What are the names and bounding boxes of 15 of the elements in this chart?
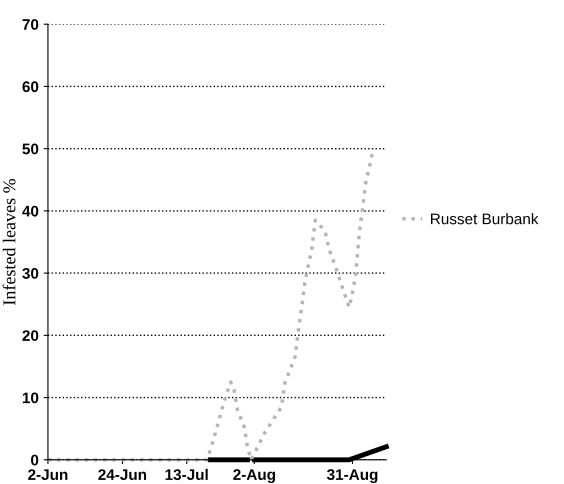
y-tick-label: 60 <box>22 81 38 92</box>
legend-label: Russet Burbank <box>431 213 538 224</box>
y-axis-title: Infested leaves % <box>2 178 16 306</box>
x-tick-label: 13-Jul <box>166 468 208 480</box>
x-tick-label: 31-Aug <box>326 469 378 484</box>
y-tick-label: 20 <box>22 330 38 342</box>
y-tick-label: 70 <box>22 19 38 30</box>
x-tick-label: 2-Jun <box>28 469 68 480</box>
x-tick-label: 24-Jun <box>98 469 146 480</box>
y-tick-label: 50 <box>22 144 38 154</box>
x-tick-label: 2-Aug <box>233 469 275 484</box>
y-tick-label: 30 <box>22 268 38 279</box>
y-tick-label: 10 <box>22 392 38 404</box>
y-tick-label: 40 <box>22 206 38 217</box>
y-tick-label: 0 <box>31 454 38 466</box>
